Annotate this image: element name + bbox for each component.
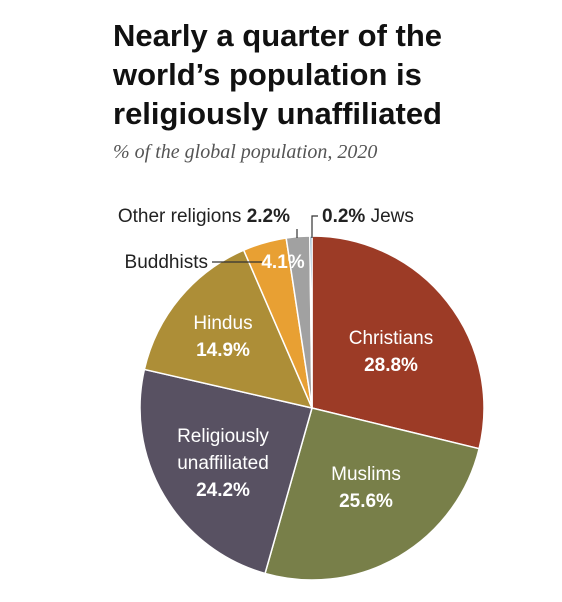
slice-label-other-religions: Other religions [118, 206, 242, 227]
slice-value-unaffiliated: 24.2% [196, 480, 250, 501]
slice-label-unaffiliated-line1: Religiously [177, 426, 269, 447]
slice-value-christians: 28.8% [364, 355, 418, 376]
slice-label-christians: Christians [349, 328, 433, 349]
chart-subtitle: % of the global population, 2020 [113, 141, 378, 163]
slice-value-hindus: 14.9% [196, 340, 250, 361]
label-other-religions: Other religions 2.2% [118, 206, 290, 227]
pie-slice-muslims [264, 407, 481, 581]
chart-title: Nearly a quarter of the world’s populati… [113, 18, 443, 131]
slice-label-unaffiliated-line2: unaffiliated [177, 453, 269, 474]
slice-value-jews: 0.2% [322, 206, 365, 227]
slice-label-hindus: Hindus [193, 313, 252, 334]
pie-slices [139, 235, 485, 581]
slice-label-muslims: Muslims [331, 464, 401, 485]
slice-label-jews: Jews [371, 206, 414, 227]
slice-label-buddhists: Buddhists [125, 252, 208, 273]
slice-value-muslims: 25.6% [339, 491, 393, 512]
slice-value-buddhists: 4.1% [261, 252, 304, 273]
label-jews: 0.2% Jews [322, 206, 414, 227]
leader-lines [212, 215, 318, 263]
slice-value-other-religions: 2.2% [247, 206, 290, 227]
jews-leader-line [311, 215, 318, 238]
pie-slice-religiously-unaffiliated [139, 368, 313, 575]
pie-slice-hindus [143, 249, 314, 410]
pie-slice-christians [311, 235, 485, 450]
